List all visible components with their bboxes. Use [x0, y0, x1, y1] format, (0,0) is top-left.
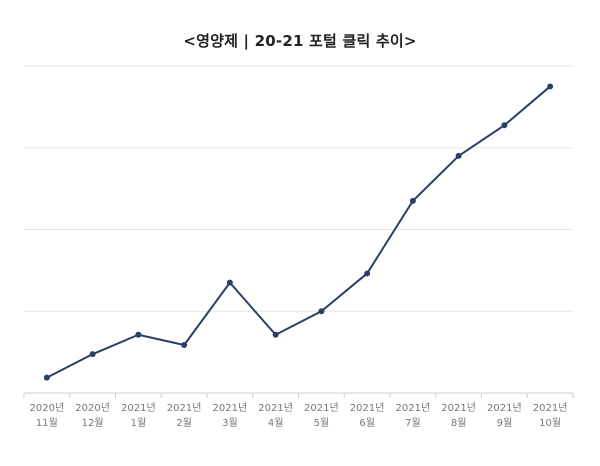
x-tick-label-month: 9월: [497, 417, 513, 429]
x-tick-label-month: 2월: [176, 417, 192, 429]
x-tick-label-year: 2021년: [167, 402, 202, 414]
x-tick-label-month: 1월: [131, 417, 147, 429]
x-tick-labels: 2020년 11월 2020년 12월 2021년 1월 2021년 2월 2021년 3월 202…: [30, 402, 568, 429]
x-tick-label-year: 2020년: [75, 402, 110, 414]
x-tick-label-year: 2021년: [441, 402, 476, 414]
x-tick-label-month: 4월: [268, 417, 284, 429]
data-point: [272, 331, 279, 338]
x-tick-label-year: 2021년: [121, 402, 156, 414]
x-tick-label-year: 2021년: [213, 402, 248, 414]
x-tick-label-month: 10월: [539, 417, 561, 429]
x-tick-label-year: 2021년: [396, 402, 431, 414]
x-tick-label-year: 2021년: [350, 402, 385, 414]
x-tick-label-year: 2021년: [533, 402, 568, 414]
series-line: [46, 85, 551, 379]
chart-title: <영양제 | 20-21 포털 클릭 추이>: [183, 32, 417, 50]
data-point: [226, 279, 233, 286]
data-point: [501, 122, 508, 129]
x-tick-label-month: 5월: [314, 417, 330, 429]
data-point: [409, 197, 416, 204]
data-point: [455, 152, 462, 159]
x-tick-label-month: 12월: [82, 417, 104, 429]
x-axis: [23, 392, 574, 398]
data-point: [181, 341, 188, 348]
data-point: [89, 351, 96, 358]
x-tick-label-year: 2021년: [258, 402, 293, 414]
x-tick-label-year: 2020년: [30, 402, 65, 414]
data-point: [318, 308, 325, 315]
x-tick-label-month: 11월: [36, 417, 58, 429]
data-point: [364, 270, 371, 277]
data-point: [43, 374, 50, 381]
x-tick-label-year: 2021년: [487, 402, 522, 414]
series-group: [43, 83, 554, 381]
x-tick-label-month: 3월: [222, 417, 238, 429]
x-tick-label-month: 7월: [405, 417, 421, 429]
x-tick-label-month: 8월: [451, 417, 467, 429]
x-tick-label-year: 2021년: [304, 402, 339, 414]
data-point: [135, 331, 142, 338]
gridlines: [24, 65, 573, 312]
data-point: [547, 83, 554, 90]
x-tick-label-month: 6월: [359, 417, 375, 429]
